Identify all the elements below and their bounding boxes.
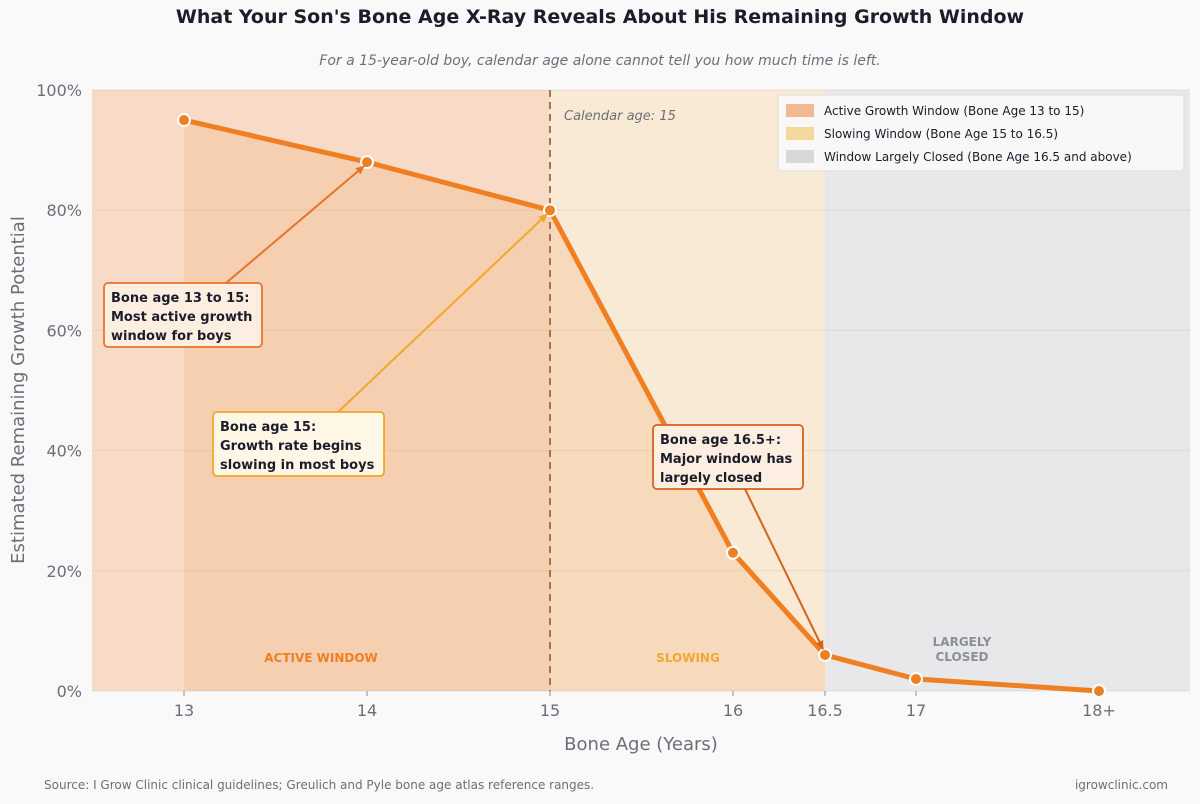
x-axis-label: Bone Age (Years) (564, 734, 718, 755)
legend-swatch (786, 104, 814, 117)
y-tick-label: 0% (57, 682, 82, 701)
site-url: igrowclinic.com (1074, 778, 1168, 792)
data-point (543, 203, 557, 218)
y-tick-label: 80% (46, 201, 82, 220)
legend-label: Active Growth Window (Bone Age 13 to 15) (824, 104, 1084, 118)
region-label: SLOWING (656, 651, 720, 665)
y-tick-label: 60% (46, 321, 82, 340)
x-tick-label: 16.5 (807, 701, 843, 720)
annotation-box (212, 411, 385, 477)
annotation-line: Growth rate begins (220, 439, 362, 454)
data-point (177, 113, 191, 128)
annotation-arrow (225, 165, 365, 284)
region-label: CLOSED (935, 650, 988, 664)
annotation-arrow (337, 213, 548, 413)
data-point (360, 155, 374, 170)
annotation-text: Bone age 15: Growth rate begins slowing in… (220, 420, 375, 473)
region-band (825, 90, 1190, 691)
annotation-line: Bone age 13 to 15: (111, 291, 249, 306)
annotation-line: Major window has (660, 452, 793, 467)
x-tick-label: 16 (723, 701, 743, 720)
data-point (726, 545, 740, 560)
x-tick-label: 13 (174, 701, 194, 720)
data-point (818, 647, 832, 662)
annotation-text: Bone age 13 to 15: Most active growth wind… (111, 291, 252, 344)
legend-label: Window Largely Closed (Bone Age 16.5 and… (824, 150, 1132, 164)
annotation-line: Most active growth (111, 310, 252, 325)
x-tick-label: 14 (357, 701, 377, 720)
x-tick-label: 18+ (1082, 701, 1116, 720)
y-tick-label: 20% (46, 562, 82, 581)
annotation-line: Bone age 15: (220, 420, 316, 435)
annotation-box (103, 282, 263, 348)
region-label: LARGELY (933, 635, 992, 649)
region-label: ACTIVE WINDOW (264, 651, 378, 665)
chart-subtitle: For a 15-year-old boy, calendar age alon… (319, 53, 881, 69)
x-tick-label: 15 (540, 701, 560, 720)
calendar-age-label: Calendar age: 15 (564, 109, 676, 124)
y-tick-label: 100% (36, 81, 82, 100)
legend-swatch (786, 127, 814, 140)
data-point (909, 671, 923, 686)
annotation-line: slowing in most boys (220, 458, 375, 473)
legend-label: Slowing Window (Bone Age 15 to 16.5) (824, 127, 1058, 141)
annotation-arrow (744, 488, 824, 650)
legend-swatch (786, 150, 814, 163)
annotation-line: largely closed (660, 471, 762, 486)
annotation-line: Bone age 16.5+: (660, 433, 781, 448)
annotation-text: Bone age 16.5+: Major window has largely c… (660, 433, 793, 486)
annotation-box (652, 424, 804, 490)
region-band (550, 90, 825, 691)
source-note: Source: I Grow Clinic clinical guideline… (44, 778, 595, 792)
legend-box (777, 94, 1185, 172)
annotation-line: window for boys (111, 329, 232, 344)
x-tick-label: 17 (906, 701, 926, 720)
y-tick-label: 40% (46, 442, 82, 461)
y-axis-label: Estimated Remaining Growth Potential (8, 216, 29, 564)
chart-title: What Your Son's Bone Age X-Ray Reveals A… (175, 6, 1025, 28)
area-fill (184, 120, 825, 692)
